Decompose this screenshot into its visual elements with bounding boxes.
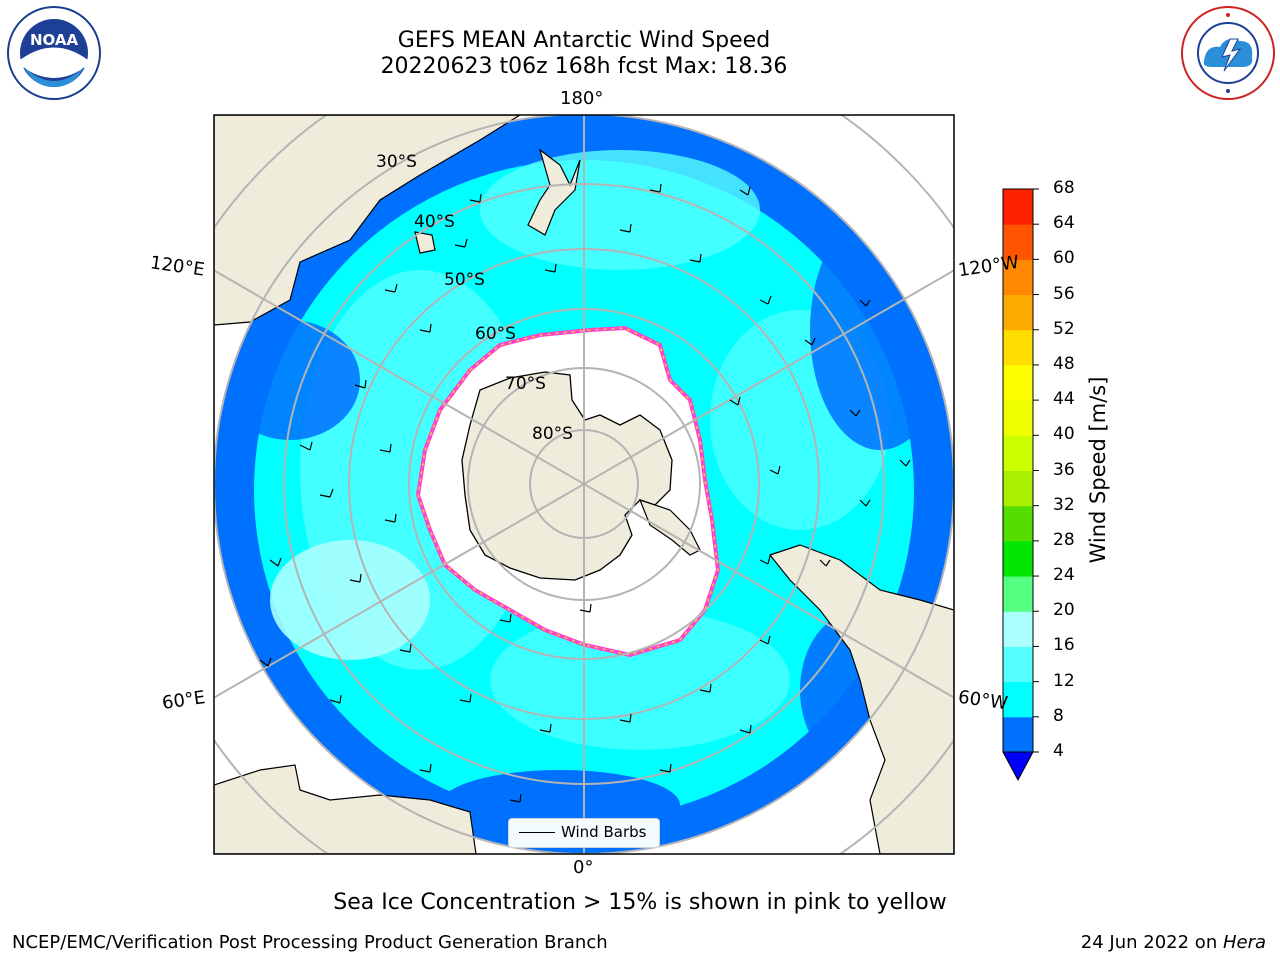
colorbar-tick-label: 60 [1053,248,1075,269]
new-zealand-land [527,148,581,236]
colorbar-title: Wind Speed [m/s] [1086,376,1110,564]
colorbar [1002,188,1039,782]
noaa-logo-text: NOAA [30,31,79,49]
lat-label-40s: 40°S [414,212,455,232]
lon-label-0: 0° [573,857,594,878]
colorbar-segment [1003,435,1033,471]
colorbar-segment [1003,646,1033,683]
tasmania-land [414,231,436,254]
colorbar-segment [1003,716,1033,753]
lat-label-70s: 70°S [505,374,546,394]
noaa-logo: NOAA [7,6,101,100]
colorbar-tick-label: 40 [1053,424,1075,445]
map-title: GEFS MEAN Antarctic Wind Speed [397,28,771,53]
colorbar-tick-label: 44 [1053,389,1075,410]
lat-label-30s: 30°S [376,152,417,172]
wind-barbs [259,183,911,803]
colorbar-tick-label: 12 [1053,670,1075,691]
colorbar-tick-label: 28 [1053,529,1075,550]
colorbar-tick-label: 52 [1053,318,1075,339]
colorbar-segment [1003,224,1033,260]
colorbar-segment [1003,681,1033,718]
colorbar-segment [1003,505,1033,542]
colorbar-segment [1003,576,1033,612]
colorbar-segment [1003,364,1033,401]
footer-machine: Hera [1222,932,1266,953]
sea-ice-note: Sea Ice Concentration > 15% is shown in … [333,890,947,915]
legend-label: Wind Barbs [561,823,647,841]
graticule [214,115,954,854]
nws-logo [1181,6,1275,100]
colorbar-segment [1003,400,1033,436]
colorbar-segment [1003,470,1033,507]
colorbar-tick-label: 56 [1053,283,1075,304]
colorbar-segment [1003,329,1033,366]
colorbar-tick-label: 68 [1053,178,1075,198]
colorbar-segment [1003,611,1033,647]
colorbar-segment [1003,259,1033,296]
map-subtitle: 20220623 t06z 168h fcst Max: 18.36 [380,54,788,79]
africa-land [214,764,477,854]
colorbar-segment [1003,189,1033,225]
colorbar-tick-label: 48 [1053,353,1075,374]
lon-label-180: 180° [560,88,604,109]
colorbar-tick-label: 8 [1053,705,1064,726]
colorbar-segment [1003,540,1033,577]
map-legend: Wind Barbs [508,818,660,848]
lat-label-50s: 50°S [444,270,485,290]
lat-label-80s: 80°S [532,424,573,444]
colorbar-tick-label: 20 [1053,600,1075,621]
map-frame [213,114,955,855]
colorbar-tick-label: 4 [1053,741,1064,761]
colorbar-tick-label: 64 [1053,213,1075,234]
colorbar-tick-label: 24 [1053,565,1075,586]
colorbar-tick-label: 36 [1053,459,1075,480]
colorbar-segment [1003,294,1033,331]
colorbar-tick-label: 32 [1053,494,1075,515]
lat-label-60s: 60°S [475,324,516,344]
footer-date: 24 Jun 2022 on Hera [1081,932,1266,953]
colorbar-tick-label: 16 [1053,635,1075,656]
legend-line [519,832,555,834]
footer-date-text: 24 Jun 2022 on [1080,932,1223,953]
footer-credit: NCEP/EMC/Verification Post Processing Pr… [12,932,608,953]
colorbar-under-arrow [1002,751,1034,782]
